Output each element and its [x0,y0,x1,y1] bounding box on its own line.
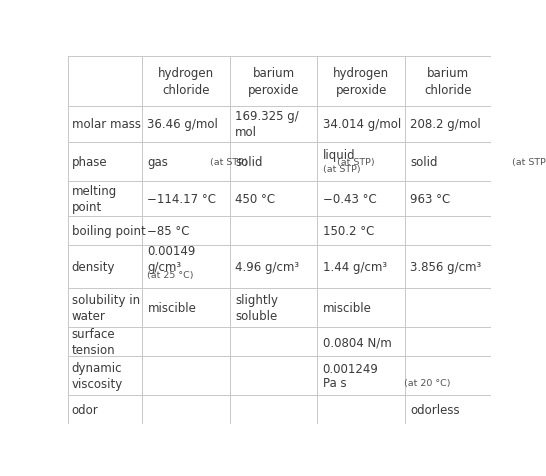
Text: phase: phase [72,155,107,169]
Text: Pa s: Pa s [323,376,346,389]
Text: 208.2 g/mol: 208.2 g/mol [410,118,481,131]
Text: (at STP): (at STP) [210,158,248,166]
Text: 450 °C: 450 °C [235,193,275,206]
Text: 963 °C: 963 °C [410,193,450,206]
Text: hydrogen
peroxide: hydrogen peroxide [333,67,389,97]
Text: (at STP): (at STP) [513,158,546,166]
Text: 150.2 °C: 150.2 °C [323,225,374,238]
Text: odor: odor [72,403,98,416]
Text: gas: gas [147,155,168,169]
Text: 0.00149
g/cm³: 0.00149 g/cm³ [147,245,196,274]
Text: −85 °C: −85 °C [147,225,190,238]
Text: 169.325 g/
mol: 169.325 g/ mol [235,110,299,139]
Text: barium
chloride: barium chloride [424,67,472,97]
Text: molar mass: molar mass [72,118,141,131]
Text: −0.43 °C: −0.43 °C [323,193,376,206]
Text: slightly
soluble: slightly soluble [235,294,278,323]
Text: (at 20 °C): (at 20 °C) [404,378,451,387]
Text: miscible: miscible [147,302,196,315]
Text: −114.17 °C: −114.17 °C [147,193,216,206]
Text: 36.46 g/mol: 36.46 g/mol [147,118,218,131]
Text: solid: solid [410,155,438,169]
Text: 3.856 g/cm³: 3.856 g/cm³ [410,260,482,274]
Text: 34.014 g/mol: 34.014 g/mol [323,118,401,131]
Text: (at STP): (at STP) [323,164,360,173]
Text: solubility in
water: solubility in water [72,294,140,323]
Text: (at 25 °C): (at 25 °C) [147,270,194,279]
Text: melting
point: melting point [72,185,117,214]
Text: boiling point: boiling point [72,225,145,238]
Text: solid: solid [235,155,263,169]
Text: hydrogen
chloride: hydrogen chloride [158,67,214,97]
Text: density: density [72,260,115,274]
Text: surface
tension: surface tension [72,327,115,357]
Text: (at STP): (at STP) [337,158,375,166]
Text: barium
peroxide: barium peroxide [248,67,299,97]
Text: 0.0804 N/m: 0.0804 N/m [323,336,391,348]
Text: 0.001249: 0.001249 [323,362,378,375]
Text: 4.96 g/cm³: 4.96 g/cm³ [235,260,299,274]
Text: 1.44 g/cm³: 1.44 g/cm³ [323,260,387,274]
Text: odorless: odorless [410,403,460,416]
Text: miscible: miscible [323,302,371,315]
Text: dynamic
viscosity: dynamic viscosity [72,361,123,390]
Text: liquid: liquid [323,149,355,161]
